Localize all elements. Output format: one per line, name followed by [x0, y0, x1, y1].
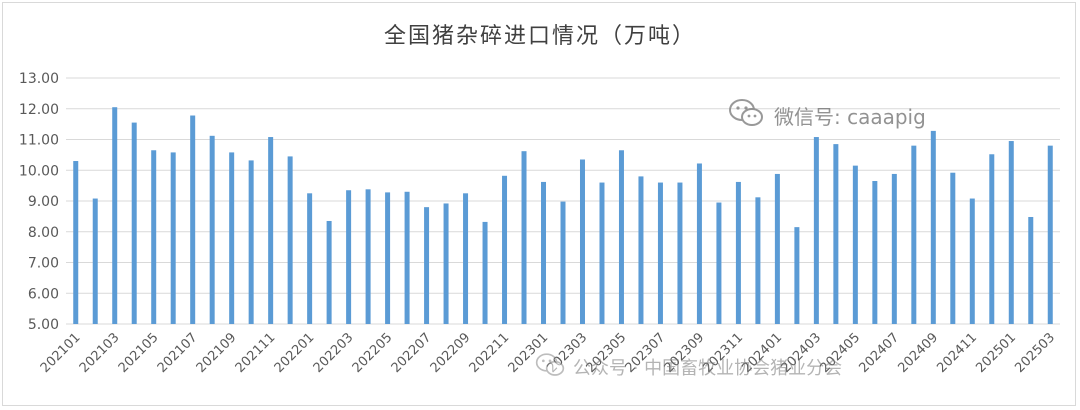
bar-202411	[969, 198, 975, 324]
x-tick-label: 202407	[856, 330, 902, 376]
x-tick-label: 202205	[350, 330, 396, 376]
x-tick-label: 202203	[311, 330, 357, 376]
wechat-id-text: 微信号: caaapig	[774, 104, 926, 129]
bar-202307	[657, 182, 663, 324]
x-tick-label: 202109	[194, 330, 240, 376]
wechat-icon	[535, 352, 565, 382]
x-tick-label: 202111	[233, 330, 279, 376]
bar-202104	[131, 122, 137, 325]
x-tick-label: 202411	[934, 330, 980, 376]
bar-202106	[170, 152, 176, 324]
x-tick-label: 202501	[973, 330, 1019, 376]
bar-202311	[735, 181, 741, 324]
bar-202210	[482, 221, 488, 324]
y-tick-label: 10.00	[19, 163, 59, 179]
bar-202404	[833, 144, 839, 324]
bar-202110	[248, 160, 254, 324]
bar-202410	[950, 172, 956, 324]
bar-202312	[755, 197, 761, 324]
wechat-icon	[728, 98, 764, 132]
y-tick-label: 9.00	[28, 194, 59, 210]
y-tick-label: 12.00	[19, 102, 59, 118]
bar-202407	[891, 173, 897, 324]
bar-202305	[618, 150, 624, 324]
bar-202501	[1008, 141, 1014, 324]
chart-frame	[2, 2, 1076, 406]
bar-202112	[287, 156, 293, 324]
bar-202206	[404, 191, 410, 324]
x-tick-label: 202503	[1012, 330, 1058, 376]
bar-202101	[73, 161, 79, 324]
x-tick-label: 202103	[77, 330, 123, 376]
bar-202406	[872, 181, 878, 324]
y-tick-label: 5.00	[28, 317, 59, 333]
x-tick-label: 202209	[428, 330, 474, 376]
bar-202111	[268, 137, 274, 324]
bars	[73, 107, 1053, 325]
bar-202303	[579, 159, 585, 324]
bar-202202	[326, 220, 332, 324]
bar-202409	[930, 130, 936, 324]
bar-202502	[1028, 216, 1034, 324]
bar-202308	[677, 182, 683, 324]
bar-202207	[424, 207, 430, 324]
bar-202306	[638, 176, 644, 324]
bar-202503	[1047, 145, 1053, 324]
bar-202408	[911, 145, 917, 324]
bar-202304	[599, 182, 605, 324]
bar-202107	[190, 115, 196, 324]
bar-202309	[696, 163, 702, 324]
public-account-text: 公众号 · 中国畜牧业协会猪业分会	[573, 358, 843, 379]
bar-202203	[346, 190, 352, 324]
bar-202310	[716, 202, 722, 324]
bar-202211	[502, 175, 508, 324]
public-account-watermark: 公众号 · 中国畜牧业协会猪业分会	[535, 352, 842, 382]
bar-202103	[112, 107, 118, 325]
y-tick-label: 13.00	[19, 71, 59, 87]
chart-title: 全国猪杂碎进口情况（万吨）	[383, 24, 696, 49]
bar-202105	[151, 150, 157, 324]
bar-202209	[463, 193, 469, 324]
bar-202403	[813, 137, 819, 324]
x-tick-label: 202207	[389, 330, 435, 376]
bar-202212	[521, 151, 527, 324]
y-axis-ticks: 5.00 6.00 7.00 8.00 9.00 10.00 11.00 12.00 13.00	[19, 71, 59, 333]
bar-202201	[307, 193, 313, 324]
bar-202402	[794, 227, 800, 324]
bar-202204	[365, 189, 371, 324]
x-tick-label: 202211	[467, 330, 513, 376]
bar-202302	[560, 201, 566, 324]
y-tick-label: 8.00	[28, 225, 59, 241]
bar-202108	[209, 135, 215, 324]
y-tick-label: 7.00	[28, 256, 59, 272]
bar-202205	[385, 192, 391, 324]
bar-202109	[229, 152, 235, 324]
x-tick-label: 202107	[155, 330, 201, 376]
y-tick-label: 11.00	[19, 133, 59, 149]
bar-202102	[92, 198, 98, 324]
wechat-watermark: 微信号: caaapig	[728, 98, 926, 132]
x-tick-label: 202105	[116, 330, 162, 376]
bar-202412	[989, 154, 995, 324]
bar-202208	[443, 203, 449, 324]
x-tick-label: 202409	[895, 330, 941, 376]
x-tick-label: 202101	[38, 330, 84, 376]
bar-202301	[541, 181, 547, 324]
bar-202405	[852, 165, 858, 324]
y-tick-label: 6.00	[28, 286, 59, 302]
bar-202401	[774, 173, 780, 324]
x-tick-label: 202201	[272, 330, 318, 376]
